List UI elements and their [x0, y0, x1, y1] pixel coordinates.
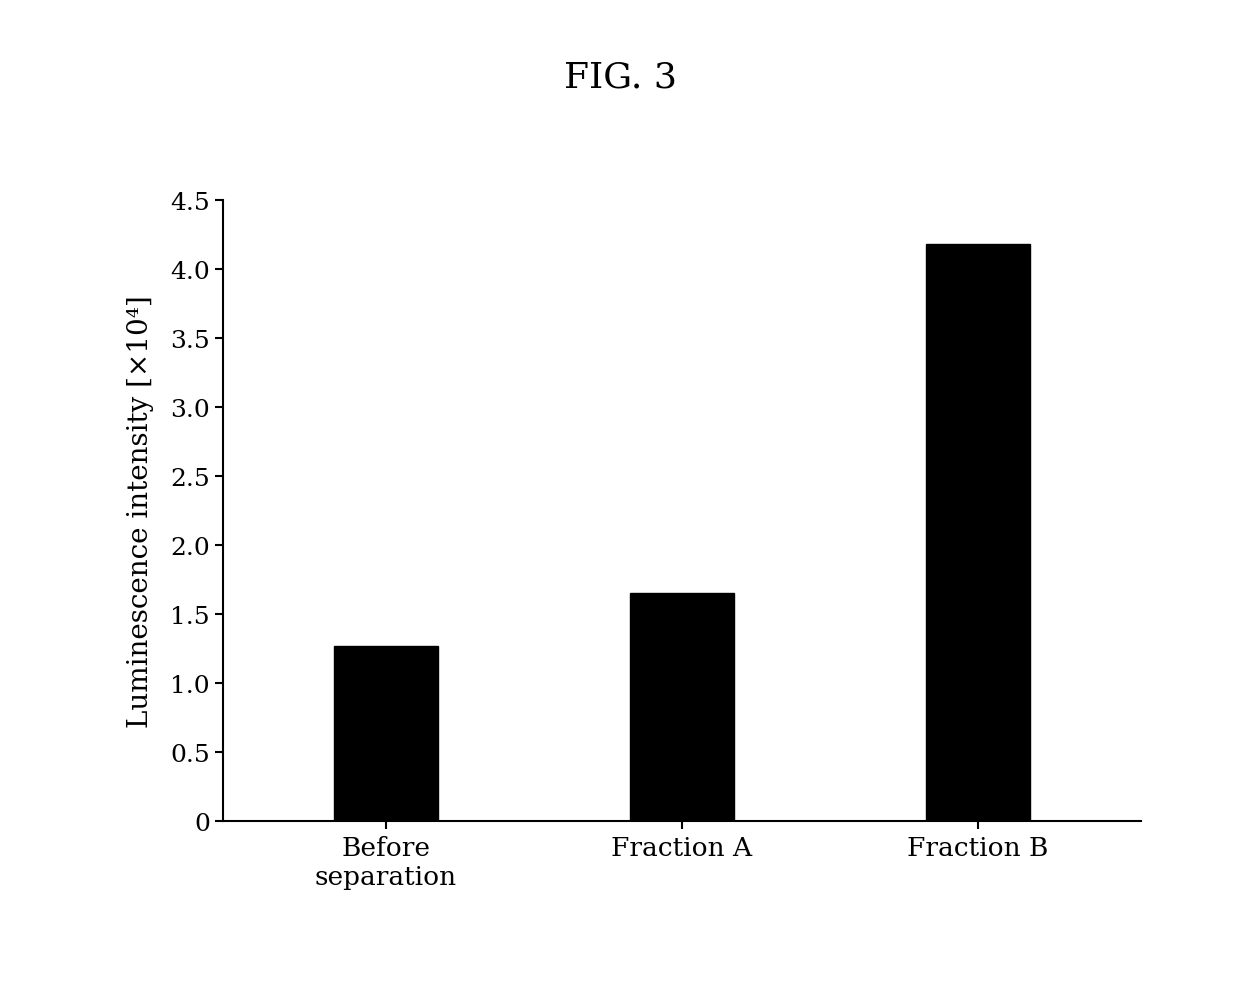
Text: FIG. 3: FIG. 3: [563, 60, 677, 94]
Y-axis label: Luminescence intensity [×10⁴]: Luminescence intensity [×10⁴]: [126, 295, 154, 727]
Bar: [335, 646, 438, 822]
Bar: [926, 244, 1029, 822]
Bar: [630, 594, 734, 822]
